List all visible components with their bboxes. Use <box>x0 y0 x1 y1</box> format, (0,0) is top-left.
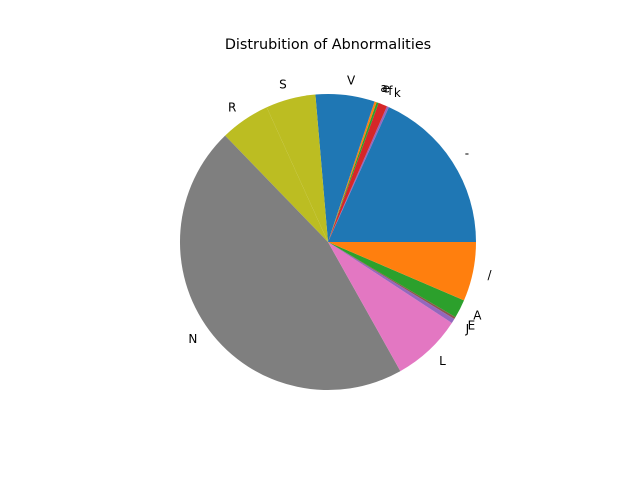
pie-slice-l <box>328 242 452 372</box>
pie-label-a: A <box>473 309 482 323</box>
pie-label-r: R <box>228 100 236 114</box>
pie-slice-a <box>328 101 377 242</box>
pie-label-a: a <box>380 81 387 95</box>
pie-slice-v <box>315 93 375 242</box>
pie-label-s: S <box>279 78 287 92</box>
pie-slice-k <box>328 106 389 242</box>
pie-label-cat13: / <box>487 268 492 282</box>
pie-slice-n <box>179 135 401 391</box>
pie-slice-cat13 <box>328 242 476 301</box>
pie-slice-e <box>328 102 379 242</box>
pie-label-k: k <box>394 86 401 100</box>
pie-label-n: N <box>188 332 197 346</box>
chart-title: Distrubition of Abnormalities <box>225 37 431 53</box>
pie-slice-s <box>266 94 328 242</box>
pie-slice-f <box>328 102 387 242</box>
pie-label-l: L <box>439 354 446 368</box>
pie-slices <box>179 93 476 391</box>
pie-slice-j <box>328 242 455 323</box>
pie-label-e: e <box>383 82 390 96</box>
pie-slice-e <box>328 242 456 320</box>
pie-label-cat0: - <box>465 147 469 161</box>
pie-slice-cat0 <box>328 107 476 243</box>
pie-label-j: J <box>465 322 470 336</box>
pie-label-e: E <box>468 319 476 333</box>
pie-slice-a <box>328 242 465 318</box>
pie-label-f: f <box>388 84 393 98</box>
pie-label-v: V <box>347 73 356 87</box>
pie-slice-r <box>225 107 328 242</box>
